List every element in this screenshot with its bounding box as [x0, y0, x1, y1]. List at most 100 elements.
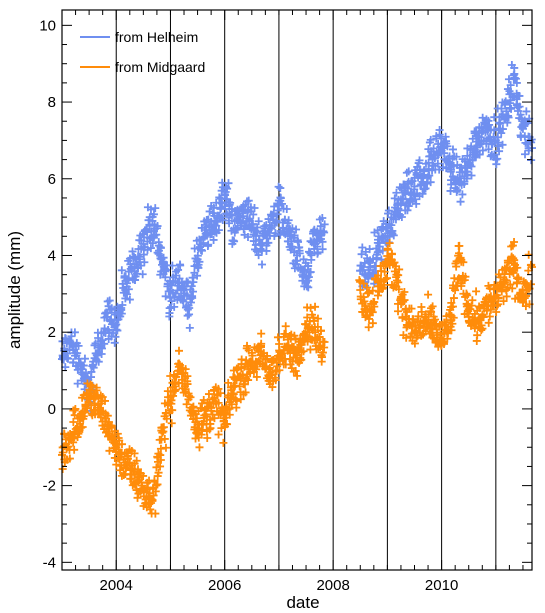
data-point — [108, 431, 117, 440]
data-point — [211, 397, 220, 406]
data-point — [313, 314, 322, 323]
data-point — [299, 347, 308, 356]
data-point — [189, 287, 198, 296]
data-point — [356, 266, 365, 275]
data-point — [275, 366, 284, 375]
data-point — [375, 238, 384, 247]
data-point — [76, 358, 85, 367]
data-point — [238, 370, 247, 379]
data-point — [139, 239, 148, 248]
data-point — [404, 202, 413, 211]
data-point — [153, 222, 162, 231]
data-point — [243, 233, 252, 242]
data-point — [394, 307, 403, 316]
data-point — [153, 480, 162, 489]
data-point — [246, 369, 255, 378]
data-point — [484, 145, 493, 154]
data-point — [428, 333, 437, 342]
data-point — [455, 255, 464, 264]
data-point — [300, 266, 309, 275]
data-point — [247, 220, 256, 229]
y-tick-label: -4 — [43, 554, 56, 571]
data-point — [467, 171, 476, 180]
data-point — [315, 332, 324, 341]
data-point — [85, 393, 94, 402]
data-point — [274, 355, 283, 364]
data-point — [70, 445, 79, 454]
data-point — [365, 288, 374, 297]
data-point — [240, 380, 249, 389]
data-point — [168, 261, 177, 270]
data-point — [130, 470, 139, 479]
data-point — [112, 320, 121, 329]
data-point — [374, 282, 383, 291]
data-point — [167, 419, 176, 428]
data-point — [478, 146, 487, 155]
data-point — [117, 440, 126, 449]
data-point — [238, 209, 247, 218]
data-point — [103, 420, 112, 429]
data-point — [478, 113, 487, 122]
data-point — [214, 226, 223, 235]
data-point — [227, 400, 236, 409]
data-point — [407, 304, 416, 313]
data-point — [121, 458, 130, 467]
data-point — [419, 316, 428, 325]
data-point — [105, 446, 114, 455]
data-point — [249, 210, 258, 219]
data-point — [193, 255, 202, 264]
data-point — [442, 164, 451, 173]
data-point — [283, 228, 292, 237]
data-point — [161, 273, 170, 282]
data-point — [302, 320, 311, 329]
data-point — [498, 125, 507, 134]
data-point — [258, 260, 267, 269]
data-point — [232, 396, 241, 405]
data-point — [132, 456, 141, 465]
data-point — [441, 132, 450, 141]
x-tick-label: 2004 — [100, 577, 133, 594]
data-point — [83, 404, 92, 413]
data-point — [437, 140, 446, 149]
data-point — [288, 224, 297, 233]
data-point — [184, 301, 193, 310]
data-point — [518, 297, 527, 306]
data-point — [130, 449, 139, 458]
data-point — [67, 339, 76, 348]
data-point — [461, 272, 470, 281]
data-point — [410, 328, 419, 337]
data-point — [304, 273, 313, 282]
data-point — [229, 236, 238, 245]
data-point — [366, 263, 375, 272]
data-point — [455, 178, 464, 187]
data-point — [468, 296, 477, 305]
data-point — [320, 220, 329, 229]
data-point — [188, 403, 197, 412]
data-point — [507, 242, 516, 251]
data-point — [456, 197, 465, 206]
data-point — [193, 271, 202, 280]
data-point — [154, 468, 163, 477]
data-point — [244, 376, 253, 385]
data-point — [410, 182, 419, 191]
data-point — [204, 390, 213, 399]
data-point — [501, 97, 510, 106]
data-point — [220, 190, 229, 199]
x-axis-title: date — [286, 593, 319, 612]
data-point — [400, 287, 409, 296]
data-point — [433, 159, 442, 168]
data-point — [175, 366, 184, 375]
data-point — [248, 351, 257, 360]
data-point — [500, 113, 509, 122]
data-point — [179, 297, 188, 306]
data-point — [229, 390, 238, 399]
data-point — [392, 188, 401, 197]
data-point — [103, 312, 112, 321]
data-point — [214, 384, 223, 393]
data-point — [316, 326, 325, 335]
data-point — [368, 319, 377, 328]
data-point — [272, 216, 281, 225]
data-point — [69, 418, 78, 427]
data-point — [70, 328, 79, 337]
data-point — [299, 265, 308, 274]
